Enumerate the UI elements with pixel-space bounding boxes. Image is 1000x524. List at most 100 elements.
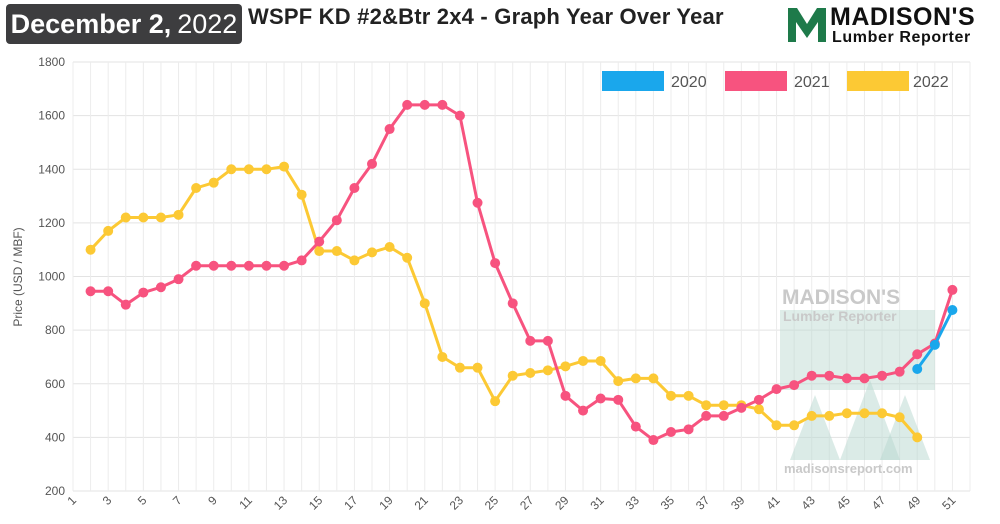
legend-label-2020[interactable]: 2020 <box>671 74 707 91</box>
data-point-2022[interactable] <box>314 246 325 257</box>
data-point-2022[interactable] <box>419 298 430 309</box>
data-point-2021[interactable] <box>718 410 729 421</box>
data-point-2021[interactable] <box>85 286 96 297</box>
data-point-2021[interactable] <box>560 390 571 401</box>
data-point-2021[interactable] <box>138 287 149 298</box>
data-point-2021[interactable] <box>701 410 712 421</box>
data-point-2021[interactable] <box>419 99 430 110</box>
data-point-2022[interactable] <box>542 365 553 376</box>
data-point-2021[interactable] <box>683 424 694 435</box>
data-point-2021[interactable] <box>507 298 518 309</box>
data-point-2022[interactable] <box>666 390 676 401</box>
data-point-2022[interactable] <box>367 247 377 258</box>
data-point-2021[interactable] <box>841 373 852 384</box>
data-point-2021[interactable] <box>296 255 307 266</box>
data-point-2022[interactable] <box>226 164 237 175</box>
data-point-2021[interactable] <box>753 394 764 405</box>
data-point-2021[interactable] <box>824 370 835 381</box>
data-point-2021[interactable] <box>384 124 395 135</box>
data-point-2022[interactable] <box>103 225 114 236</box>
data-point-2022[interactable] <box>173 209 184 220</box>
data-point-2021[interactable] <box>402 99 413 110</box>
data-point-2021[interactable] <box>595 393 606 404</box>
data-point-2020[interactable] <box>947 305 958 316</box>
data-point-2022[interactable] <box>120 212 131 223</box>
data-point-2022[interactable] <box>753 404 764 415</box>
data-point-2021[interactable] <box>912 349 923 360</box>
legend-label-2021[interactable]: 2021 <box>794 74 830 91</box>
data-point-2022[interactable] <box>525 368 536 379</box>
data-point-2021[interactable] <box>155 282 166 293</box>
data-point-2021[interactable] <box>279 260 290 271</box>
data-point-2022[interactable] <box>208 177 219 188</box>
data-point-2022[interactable] <box>437 351 448 362</box>
data-point-2021[interactable] <box>454 110 465 121</box>
data-point-2022[interactable] <box>877 408 888 419</box>
data-point-2022[interactable] <box>138 212 149 223</box>
data-point-2022[interactable] <box>402 252 413 263</box>
data-point-2022[interactable] <box>331 246 342 257</box>
data-point-2022[interactable] <box>894 412 905 423</box>
legend-label-2022[interactable]: 2022 <box>913 74 949 91</box>
data-point-2022[interactable] <box>261 164 272 175</box>
data-point-2022[interactable] <box>507 370 518 381</box>
data-point-2020[interactable] <box>929 339 940 350</box>
data-point-2022[interactable] <box>789 420 800 431</box>
data-point-2022[interactable] <box>279 161 290 172</box>
data-point-2022[interactable] <box>771 420 782 431</box>
data-point-2021[interactable] <box>613 394 624 405</box>
data-point-2022[interactable] <box>824 410 835 421</box>
data-point-2022[interactable] <box>841 408 852 419</box>
data-point-2021[interactable] <box>226 260 237 271</box>
data-point-2022[interactable] <box>683 390 694 401</box>
data-point-2022[interactable] <box>85 244 96 255</box>
data-point-2022[interactable] <box>155 212 166 223</box>
data-point-2022[interactable] <box>701 400 712 411</box>
data-point-2022[interactable] <box>806 410 817 421</box>
data-point-2022[interactable] <box>912 432 923 443</box>
data-point-2021[interactable] <box>894 366 905 377</box>
data-point-2021[interactable] <box>666 427 676 438</box>
data-point-2021[interactable] <box>789 380 800 391</box>
data-point-2021[interactable] <box>173 274 184 285</box>
legend-swatch-2021[interactable] <box>725 71 787 91</box>
data-point-2022[interactable] <box>490 396 501 407</box>
data-point-2022[interactable] <box>595 355 606 366</box>
data-point-2022[interactable] <box>454 362 465 373</box>
data-point-2021[interactable] <box>578 405 589 416</box>
data-point-2021[interactable] <box>542 335 553 346</box>
data-point-2021[interactable] <box>437 99 448 110</box>
data-point-2021[interactable] <box>367 158 377 169</box>
data-point-2021[interactable] <box>648 435 659 446</box>
data-point-2021[interactable] <box>472 197 483 208</box>
data-point-2021[interactable] <box>120 299 131 310</box>
data-point-2022[interactable] <box>349 255 360 266</box>
data-point-2021[interactable] <box>331 215 342 226</box>
data-point-2021[interactable] <box>947 284 958 295</box>
data-point-2022[interactable] <box>648 373 659 384</box>
data-point-2022[interactable] <box>578 355 589 366</box>
data-point-2022[interactable] <box>630 373 641 384</box>
data-point-2022[interactable] <box>296 189 307 200</box>
data-point-2021[interactable] <box>630 421 641 432</box>
data-point-2021[interactable] <box>314 236 325 247</box>
data-point-2021[interactable] <box>191 260 202 271</box>
data-point-2022[interactable] <box>613 376 624 387</box>
data-point-2021[interactable] <box>208 260 219 271</box>
data-point-2021[interactable] <box>877 370 888 381</box>
data-point-2022[interactable] <box>859 408 870 419</box>
data-point-2021[interactable] <box>859 373 870 384</box>
data-point-2021[interactable] <box>771 384 782 395</box>
data-point-2021[interactable] <box>243 260 254 271</box>
data-point-2022[interactable] <box>560 361 571 372</box>
data-point-2021[interactable] <box>525 335 536 346</box>
data-point-2021[interactable] <box>349 183 360 194</box>
data-point-2021[interactable] <box>806 370 817 381</box>
data-point-2021[interactable] <box>103 286 114 297</box>
data-point-2021[interactable] <box>736 402 747 413</box>
data-point-2020[interactable] <box>912 364 923 375</box>
data-point-2022[interactable] <box>384 242 395 253</box>
data-point-2022[interactable] <box>191 183 202 194</box>
data-point-2021[interactable] <box>490 258 501 269</box>
data-point-2022[interactable] <box>243 164 254 175</box>
